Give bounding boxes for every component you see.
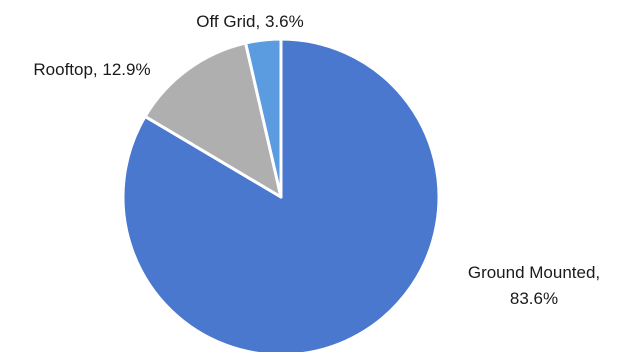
slice-label-ground-mounted: Ground Mounted, [468, 263, 600, 282]
pie-slice-rooftop [143, 41, 283, 199]
slice-label-rooftop: Rooftop, 12.9% [33, 60, 150, 79]
pie-slice-off-grid [244, 37, 283, 199]
pie-labels: Off Grid, 3.6% Rooftop, 12.9% Ground Mou… [33, 12, 600, 308]
pie-slices [121, 37, 441, 352]
slice-label-off-grid: Off Grid, 3.6% [196, 12, 303, 31]
slice-label-ground-mounted-value: 83.6% [510, 289, 558, 308]
